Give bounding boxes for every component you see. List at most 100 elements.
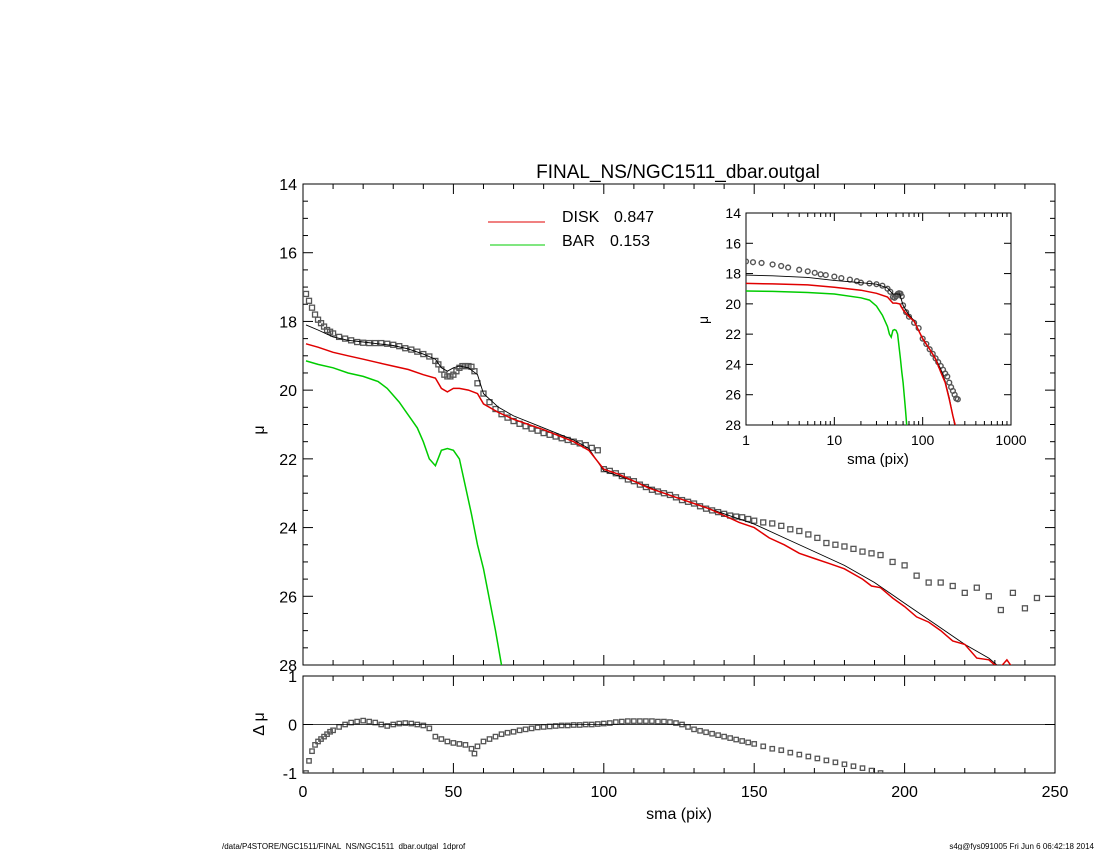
inset-data-point xyxy=(811,269,818,276)
residual-residual-point xyxy=(546,723,553,730)
inset-x-tick-label: 1000 xyxy=(995,432,1026,448)
main-data-point xyxy=(937,579,944,586)
main-data-point xyxy=(997,606,1005,614)
residual-residual-point xyxy=(498,731,505,738)
main-data-point xyxy=(889,558,896,566)
main-data-point xyxy=(471,368,478,375)
legend: DISK 0.847 BAR 0.153 xyxy=(488,209,654,250)
main-data-point xyxy=(420,350,427,358)
residual-residual-point xyxy=(552,723,559,729)
residual-residual-point xyxy=(540,724,547,730)
residual-residual-point xyxy=(510,728,517,735)
residual-residual-point xyxy=(336,724,342,730)
main-data-point xyxy=(823,539,830,547)
main-data-point xyxy=(859,548,866,555)
main-y-tick-label: 16 xyxy=(279,246,297,263)
residual-residual-point xyxy=(486,736,493,742)
residual-residual-point xyxy=(631,718,637,724)
residual-residual-point xyxy=(468,745,475,752)
main-data-point xyxy=(745,515,752,523)
inset-x-label: sma (pix) xyxy=(847,451,909,468)
residual-residual-point xyxy=(408,720,415,727)
residual-residual-point xyxy=(655,718,661,725)
main-series-group xyxy=(303,290,1041,665)
main-data-point xyxy=(600,466,607,473)
main-data-point xyxy=(311,311,319,318)
residual-residual-point xyxy=(685,724,691,730)
residual-residual-point xyxy=(691,726,697,733)
residual-residual-point xyxy=(832,759,839,766)
main-data-point xyxy=(814,534,821,542)
inset-data-point xyxy=(831,273,838,280)
main-data-point xyxy=(540,429,547,437)
residual-residual-point xyxy=(492,733,499,740)
residual-residual-point xyxy=(438,736,445,742)
residual-residual-point xyxy=(739,738,746,744)
residual-residual-point xyxy=(778,747,785,754)
residual-y-tick-label: -1 xyxy=(283,766,297,783)
main-data-point xyxy=(630,478,638,485)
inset-bar-line xyxy=(746,290,908,425)
main-y-tick-label: 26 xyxy=(279,589,297,606)
main-data-point xyxy=(612,470,619,477)
main-title: FINAL_NS/NGC1511_dbar.outgal xyxy=(536,162,820,183)
main-data-point xyxy=(1009,589,1017,596)
main-data-point xyxy=(925,579,932,586)
residual-y-tick-label: 1 xyxy=(288,669,297,686)
main-data-point xyxy=(378,339,385,347)
main-data-point xyxy=(841,543,848,550)
main-y-axis: 14 16 18 20 22 24 26 28 xyxy=(279,177,1056,675)
main-data-point xyxy=(787,526,794,533)
main-disk-line xyxy=(305,343,1012,665)
inset-y-tick-label: 26 xyxy=(725,387,741,403)
inset-data-point xyxy=(749,259,757,266)
residual-residual-point xyxy=(420,722,427,729)
main-data-point xyxy=(1033,594,1041,602)
residual-residual-point xyxy=(528,725,535,732)
main-data-point xyxy=(805,531,812,538)
residual-residual-point xyxy=(643,718,649,724)
inset-x-tick-label: 10 xyxy=(827,432,843,448)
main-bar-line xyxy=(305,360,503,665)
main-data-point xyxy=(480,390,487,397)
inset-y-axis: 14 16 18 20 22 24 26 28 xyxy=(725,205,1011,433)
main-data-point xyxy=(949,582,956,590)
residual-y-label: Δ μ xyxy=(251,712,268,735)
residual-residual-point xyxy=(480,738,487,745)
main-data-point xyxy=(414,348,421,355)
inset-data-point xyxy=(919,335,926,342)
residual-residual-point xyxy=(667,719,673,725)
residual-residual-point xyxy=(303,770,309,773)
residual-residual-point xyxy=(649,718,655,724)
inset-data-point xyxy=(838,275,845,282)
residual-residual-point xyxy=(751,741,758,747)
inset-data-point xyxy=(758,259,765,267)
legend-bar-value: 0.153 xyxy=(610,233,650,250)
main-data-point xyxy=(305,297,313,304)
legend-disk-name: DISK xyxy=(562,209,600,226)
residual-residual-point xyxy=(600,720,607,727)
residual-residual-point xyxy=(360,717,367,724)
main-data-point xyxy=(594,447,601,454)
residual-residual-point xyxy=(823,757,830,764)
main-data-point xyxy=(408,346,415,353)
residual-x-tick-label: 0 xyxy=(299,784,308,801)
main-data-point xyxy=(877,551,884,559)
residual-residual-point xyxy=(868,767,875,773)
main-y-tick-label: 20 xyxy=(279,383,297,400)
main-data-point xyxy=(690,500,698,507)
main-data-point xyxy=(426,353,433,360)
main-data-point xyxy=(868,550,875,557)
main-data-point xyxy=(796,527,803,535)
residual-residual-point xyxy=(661,718,667,725)
residual-x-label: sma (pix) xyxy=(646,806,712,823)
inset-data-point xyxy=(923,340,930,348)
main-data-point xyxy=(672,494,680,501)
inset-y-tick-label: 24 xyxy=(725,356,741,372)
residual-residual-point xyxy=(721,733,727,740)
residual-residual-point xyxy=(727,735,733,741)
residual-plot-area xyxy=(303,717,1055,773)
main-data-point xyxy=(769,520,776,527)
inset-data-point xyxy=(746,258,750,265)
